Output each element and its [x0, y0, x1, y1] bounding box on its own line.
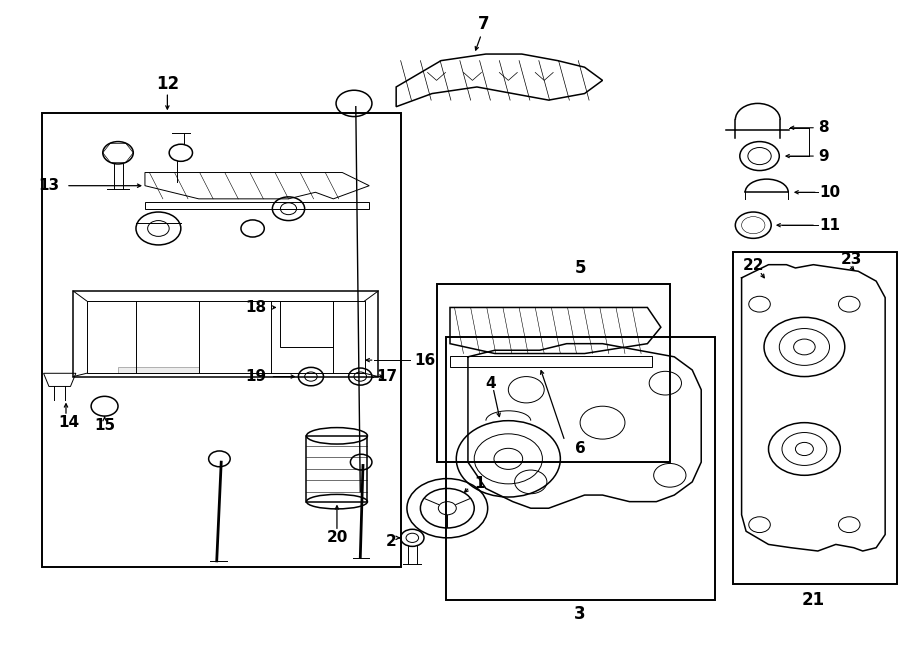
Text: 3: 3: [574, 605, 586, 623]
Text: 18: 18: [245, 300, 266, 315]
Text: 16: 16: [414, 352, 436, 368]
Polygon shape: [118, 367, 199, 373]
Text: 17: 17: [376, 369, 398, 384]
Text: 14: 14: [58, 415, 79, 430]
Text: 1: 1: [474, 476, 485, 490]
Text: 5: 5: [574, 259, 586, 277]
Bar: [280, 301, 333, 347]
Text: 7: 7: [478, 15, 490, 34]
Text: 12: 12: [156, 75, 179, 93]
Bar: [41, 113, 400, 567]
Text: 13: 13: [39, 178, 59, 193]
Text: 6: 6: [575, 442, 586, 457]
Text: 15: 15: [94, 418, 115, 434]
Text: 2: 2: [385, 533, 396, 549]
Text: 20: 20: [327, 530, 347, 545]
Text: 11: 11: [820, 217, 841, 233]
Text: 8: 8: [818, 120, 829, 136]
Text: 9: 9: [818, 149, 829, 163]
Text: 21: 21: [802, 592, 825, 609]
Bar: [446, 337, 715, 600]
Text: 22: 22: [742, 258, 764, 274]
Text: 4: 4: [485, 375, 496, 391]
Bar: [436, 284, 670, 462]
Bar: [306, 436, 367, 502]
Text: 23: 23: [841, 252, 861, 267]
Text: 19: 19: [245, 369, 266, 384]
Text: 10: 10: [820, 185, 841, 200]
Bar: [733, 252, 896, 584]
